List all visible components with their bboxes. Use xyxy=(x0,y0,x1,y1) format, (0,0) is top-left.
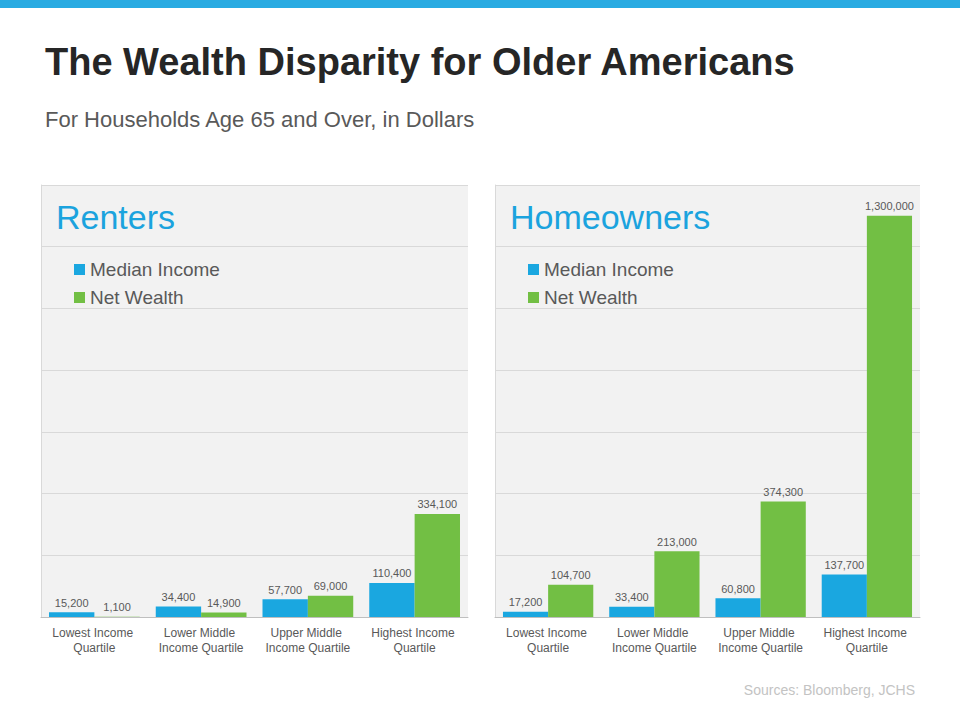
svg-text:60,800: 60,800 xyxy=(721,583,755,595)
svg-text:Highest Income: Highest Income xyxy=(371,626,458,640)
svg-text:The Wealth Disparity for Older: The Wealth Disparity for Older Americans xyxy=(45,41,795,83)
svg-text:110,400: 110,400 xyxy=(372,567,411,579)
svg-text:Upper Middle: Upper Middle xyxy=(271,626,346,640)
svg-text:334,100: 334,100 xyxy=(417,498,457,510)
svg-text:Median Income: Median Income xyxy=(90,259,220,280)
svg-text:137,700: 137,700 xyxy=(824,559,864,571)
svg-text:Income Quartile: Income Quartile xyxy=(266,641,351,655)
svg-text:Lowest Income: Lowest Income xyxy=(506,626,590,640)
svg-text:Quartile: Quartile xyxy=(846,641,888,655)
svg-text:Median Income: Median Income xyxy=(544,259,674,280)
svg-text:Income Quartile: Income Quartile xyxy=(612,641,697,655)
svg-text:Homeowners: Homeowners xyxy=(510,198,710,236)
svg-text:1,300,000: 1,300,000 xyxy=(865,200,914,212)
svg-text:Quartile: Quartile xyxy=(73,641,115,655)
svg-text:1,100: 1,100 xyxy=(103,601,131,613)
svg-text:57,700: 57,700 xyxy=(268,584,302,596)
svg-text:69,000: 69,000 xyxy=(314,580,348,592)
svg-text:For Households Age 65 and Over: For Households Age 65 and Over, in Dolla… xyxy=(45,107,474,132)
svg-text:Net Wealth: Net Wealth xyxy=(90,287,184,308)
svg-text:Sources: Bloomberg, JCHS: Sources: Bloomberg, JCHS xyxy=(744,682,915,698)
svg-text:104,700: 104,700 xyxy=(551,569,591,581)
svg-text:33,400: 33,400 xyxy=(615,591,649,603)
svg-text:Net Wealth: Net Wealth xyxy=(544,287,638,308)
svg-text:213,000: 213,000 xyxy=(657,536,697,548)
svg-text:34,400: 34,400 xyxy=(162,591,196,603)
svg-text:Renters: Renters xyxy=(56,198,175,236)
svg-text:15,200: 15,200 xyxy=(55,597,89,609)
svg-text:Lowest Income: Lowest Income xyxy=(52,626,136,640)
svg-text:Highest Income: Highest Income xyxy=(824,626,911,640)
svg-text:Quartile: Quartile xyxy=(394,641,436,655)
svg-text:Quartile: Quartile xyxy=(527,641,569,655)
svg-text:Lower Middle: Lower Middle xyxy=(164,626,239,640)
svg-text:14,900: 14,900 xyxy=(207,597,241,609)
svg-text:Lower Middle: Lower Middle xyxy=(617,626,692,640)
svg-text:Income Quartile: Income Quartile xyxy=(718,641,803,655)
svg-text:Income Quartile: Income Quartile xyxy=(159,641,244,655)
svg-text:17,200: 17,200 xyxy=(509,596,543,608)
svg-text:374,300: 374,300 xyxy=(763,486,803,498)
svg-text:Upper Middle: Upper Middle xyxy=(723,626,798,640)
